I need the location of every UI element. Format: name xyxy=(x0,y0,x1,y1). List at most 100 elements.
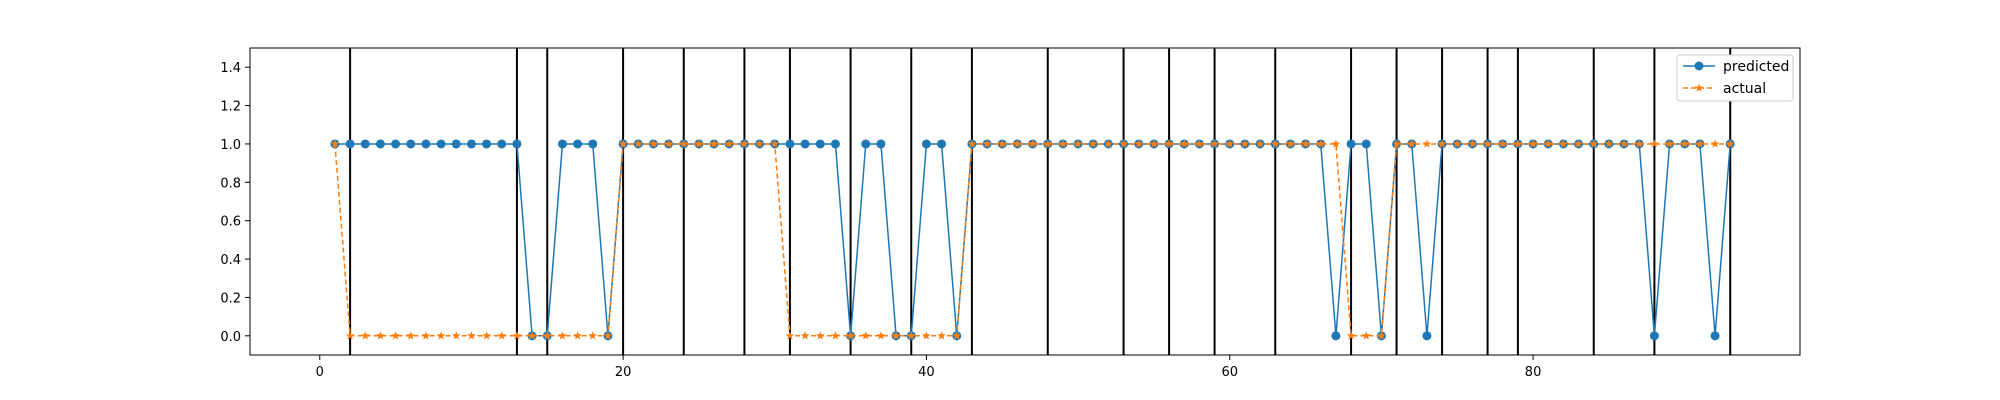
x-tick-label: 60 xyxy=(1221,365,1238,380)
legend-marker-actual xyxy=(1694,83,1704,92)
data-point-actual xyxy=(1377,331,1386,340)
data-point-actual xyxy=(800,331,810,340)
data-point-actual xyxy=(1149,139,1159,148)
data-point-actual xyxy=(861,331,871,340)
data-point-actual xyxy=(1589,139,1599,148)
data-point-actual xyxy=(1013,139,1022,148)
data-point-actual xyxy=(527,331,537,340)
data-point-actual xyxy=(391,331,400,340)
y-axis: 0.0 0.2 0.4 0.6 0.8 1.0 1.2 1.4 xyxy=(220,61,250,345)
data-point-actual xyxy=(421,331,431,340)
plot-area xyxy=(250,48,1800,355)
data-point-actual xyxy=(1680,139,1690,148)
data-point-actual xyxy=(1179,139,1189,148)
data-point-actual xyxy=(649,139,658,148)
data-point-actual xyxy=(1528,139,1538,148)
data-point-actual xyxy=(588,331,598,340)
data-point-actual xyxy=(755,139,764,148)
data-point-actual xyxy=(618,139,628,148)
data-point-predicted xyxy=(1710,331,1720,341)
data-point-actual xyxy=(876,331,886,340)
data-point-actual xyxy=(1028,139,1037,148)
y-tick-label: 1.0 xyxy=(220,138,241,153)
data-point-actual xyxy=(1574,139,1583,148)
data-point-predicted xyxy=(573,139,583,149)
data-point-actual xyxy=(1437,139,1447,148)
data-point-predicted xyxy=(1346,139,1356,149)
data-point-actual xyxy=(1452,139,1462,148)
data-point-actual xyxy=(891,331,901,340)
data-point-actual xyxy=(1043,139,1053,148)
data-point-predicted xyxy=(557,139,567,149)
data-point-predicted xyxy=(391,139,401,149)
data-point-actual xyxy=(512,331,522,340)
data-point-actual xyxy=(1058,139,1068,148)
data-point-actual xyxy=(785,331,795,340)
data-point-actual xyxy=(1604,139,1614,148)
data-point-actual xyxy=(1286,139,1295,148)
data-point-actual xyxy=(1392,139,1401,148)
data-point-actual xyxy=(1634,139,1644,148)
data-point-actual xyxy=(1225,139,1235,148)
data-point-actual xyxy=(436,331,446,340)
data-point-actual xyxy=(937,331,946,340)
data-point-actual xyxy=(1119,139,1128,148)
data-point-actual xyxy=(482,331,491,340)
data-point-actual xyxy=(497,331,507,340)
data-point-actual xyxy=(1255,139,1265,148)
data-point-predicted xyxy=(482,139,492,149)
data-point-actual xyxy=(633,139,643,148)
y-tick-label: 0.8 xyxy=(220,176,241,191)
data-point-actual xyxy=(542,331,552,340)
data-point-predicted xyxy=(406,139,416,149)
data-point-predicted xyxy=(588,139,598,149)
data-point-actual xyxy=(406,331,416,340)
data-point-predicted xyxy=(1361,139,1371,149)
data-point-predicted xyxy=(345,139,355,149)
data-point-actual xyxy=(451,331,461,340)
data-point-actual xyxy=(1240,139,1250,148)
y-tick-label: 1.2 xyxy=(220,100,241,115)
data-point-actual xyxy=(1346,331,1356,340)
data-point-actual xyxy=(846,331,855,340)
data-point-predicted xyxy=(785,139,795,149)
data-point-actual xyxy=(952,331,962,340)
data-point-actual xyxy=(1301,139,1310,148)
data-point-actual xyxy=(740,139,749,148)
data-point-actual xyxy=(330,139,340,148)
legend-marker-predicted xyxy=(1694,61,1704,71)
data-point-actual xyxy=(1361,331,1371,340)
data-point-actual xyxy=(1513,139,1523,148)
data-point-predicted xyxy=(421,139,431,149)
data-point-actual xyxy=(1468,139,1477,148)
data-point-actual xyxy=(1483,139,1492,148)
plot-frame xyxy=(249,47,1801,356)
data-point-actual xyxy=(815,331,825,340)
vertical-lines xyxy=(349,48,1732,355)
data-point-actual xyxy=(1104,139,1113,148)
data-point-actual xyxy=(1543,139,1553,148)
series-line-actual xyxy=(334,143,1731,337)
data-point-actual xyxy=(694,139,704,148)
data-point-actual xyxy=(558,331,567,340)
data-point-actual xyxy=(679,139,689,148)
data-point-actual xyxy=(1665,139,1674,148)
data-point-actual xyxy=(603,331,613,340)
data-point-actual xyxy=(1331,139,1341,148)
data-point-actual xyxy=(831,331,840,340)
data-point-actual xyxy=(360,331,370,340)
data-point-actual xyxy=(1650,139,1659,148)
data-point-actual xyxy=(1695,139,1705,148)
data-point-actual xyxy=(1270,139,1280,148)
data-point-actual xyxy=(1725,139,1735,148)
data-point-predicted xyxy=(1331,331,1341,341)
y-tick-label: 1.4 xyxy=(220,61,241,76)
data-point-actual xyxy=(1498,139,1508,148)
data-point-predicted xyxy=(436,139,446,149)
data-point-predicted xyxy=(815,139,825,149)
x-axis: 0 20 40 60 80 xyxy=(316,355,1541,380)
data-point-actual xyxy=(1164,139,1174,148)
data-point-predicted xyxy=(1649,331,1659,341)
legend: predicted actual xyxy=(1676,54,1794,102)
